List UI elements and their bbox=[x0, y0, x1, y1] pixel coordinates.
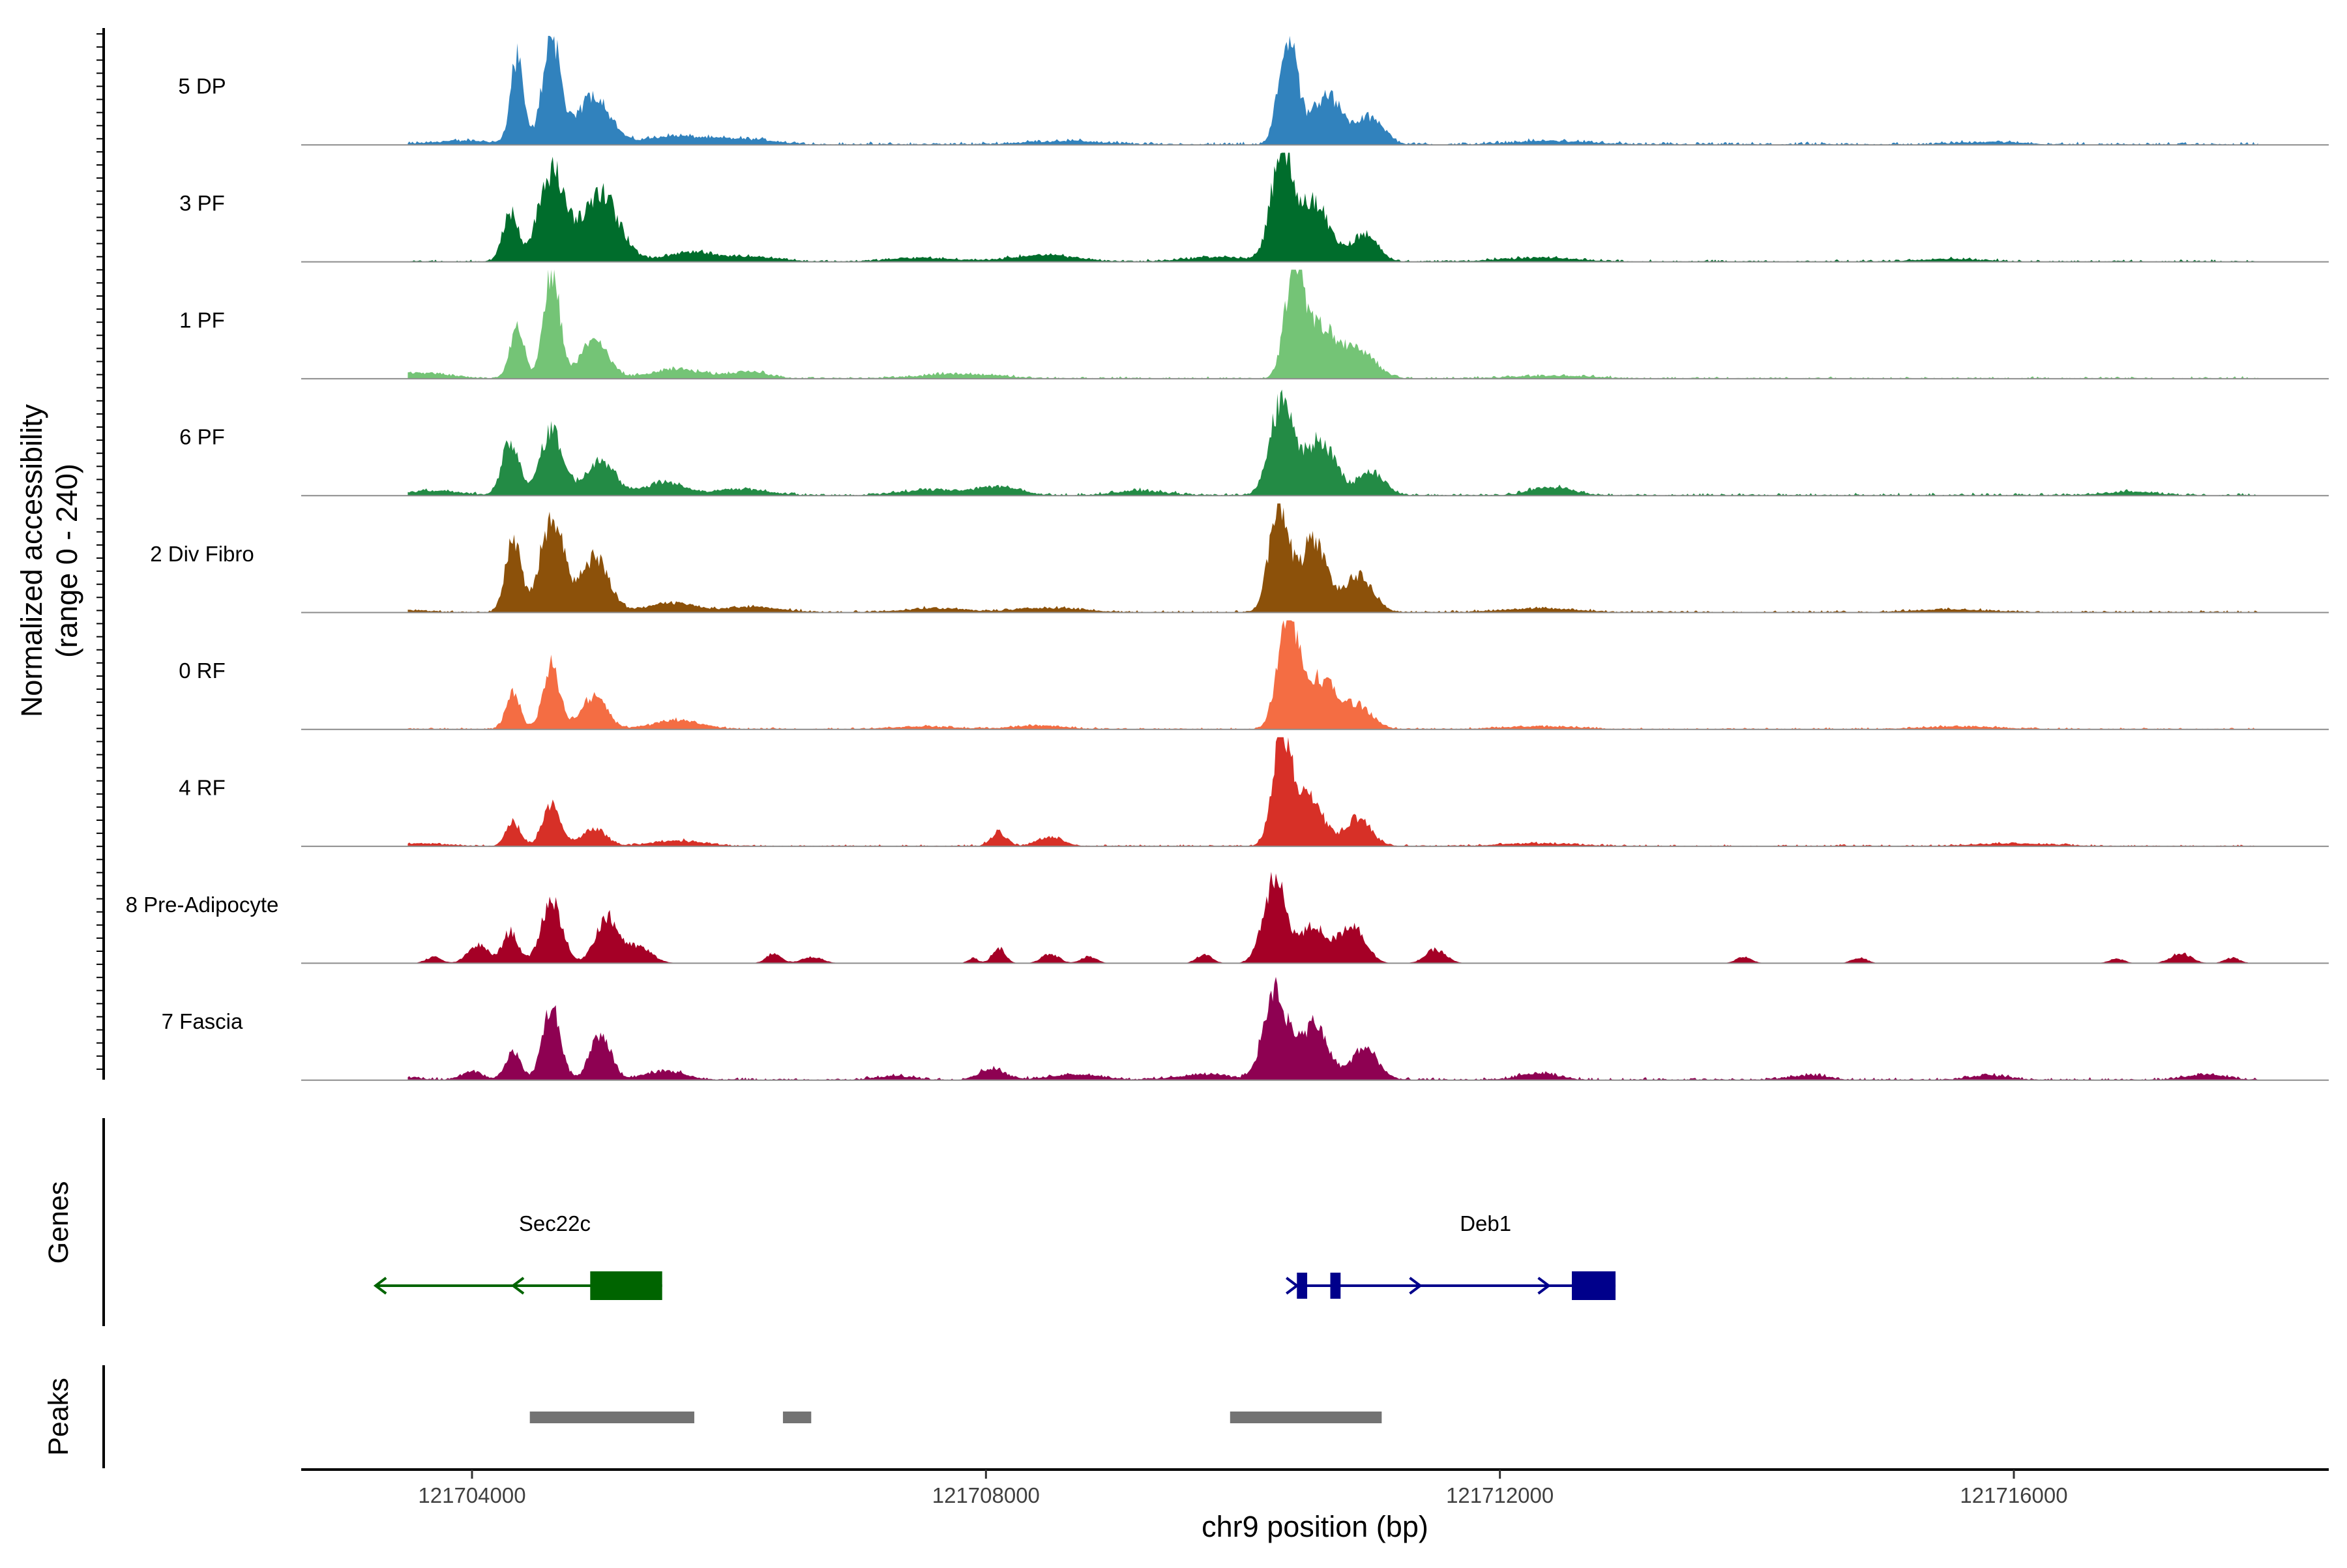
strand-arrow bbox=[1286, 1277, 1299, 1295]
coverage-area bbox=[407, 872, 2258, 964]
track-label: 0 RF bbox=[179, 658, 226, 683]
track-6-pf: 6 PF bbox=[179, 389, 2329, 497]
genes-panel-title: Genes bbox=[43, 1181, 74, 1264]
strand-arrow bbox=[1409, 1277, 1423, 1295]
coverage-area bbox=[407, 620, 2258, 730]
track-label: 4 RF bbox=[179, 775, 226, 799]
x-tick-label: 121716000 bbox=[1960, 1483, 2067, 1507]
coverage-y-ticks bbox=[96, 33, 104, 1070]
coverage-area bbox=[407, 269, 2258, 379]
track-label: 1 PF bbox=[179, 308, 225, 332]
coverage-area bbox=[407, 36, 2258, 145]
track-7-fascia: 7 Fascia bbox=[162, 977, 2329, 1081]
coverage-area bbox=[407, 153, 2258, 262]
coverage-area bbox=[407, 737, 2258, 847]
peak-regions bbox=[529, 1412, 1382, 1423]
peak-region bbox=[1230, 1412, 1382, 1423]
track-label: 3 PF bbox=[179, 191, 225, 215]
track-label: 6 PF bbox=[179, 425, 225, 449]
track-label: 8 Pre-Adipocyte bbox=[126, 893, 279, 917]
gene-deb1: Deb1 bbox=[1286, 1211, 1616, 1300]
gene-exon bbox=[590, 1271, 662, 1300]
x-tick-label: 121708000 bbox=[932, 1483, 1040, 1507]
track-8-pre-adipocyte: 8 Pre-Adipocyte bbox=[126, 872, 2329, 964]
peaks-panel-title: Peaks bbox=[43, 1378, 74, 1456]
x-tick-label: 121712000 bbox=[1446, 1483, 1554, 1507]
peak-region bbox=[529, 1412, 694, 1423]
track-label: 7 Fascia bbox=[162, 1009, 243, 1033]
strand-arrow bbox=[510, 1277, 525, 1295]
x-axis-ticks: 121704000 121708000 121712000 121716000 bbox=[418, 1470, 2068, 1507]
x-axis-title: chr9 position (bp) bbox=[1202, 1510, 1428, 1543]
gene-exon bbox=[1297, 1273, 1308, 1299]
peak-region bbox=[782, 1412, 812, 1423]
track-label: 2 Div Fibro bbox=[150, 542, 254, 566]
y-axis-title: Normalized accessibility bbox=[15, 404, 48, 717]
track-5-dp: 5 DP bbox=[178, 36, 2329, 146]
gene-exon bbox=[1330, 1273, 1341, 1299]
coverage-area bbox=[407, 389, 2258, 496]
y-axis-range-label: (range 0 - 240) bbox=[50, 464, 83, 658]
gene-sec22c: Sec22c bbox=[373, 1211, 662, 1300]
track-0-rf: 0 RF bbox=[179, 620, 2329, 730]
coverage-area bbox=[407, 977, 2258, 1080]
coverage-area bbox=[407, 503, 2258, 613]
strand-arrow bbox=[373, 1277, 387, 1295]
gene-annotations: Sec22c Deb1 bbox=[373, 1211, 1616, 1300]
x-tick-label: 121704000 bbox=[418, 1483, 525, 1507]
gene-label: Deb1 bbox=[1460, 1211, 1511, 1235]
track-label: 5 DP bbox=[178, 74, 226, 98]
strand-arrow bbox=[1537, 1277, 1551, 1295]
track-4-rf: 4 RF bbox=[179, 737, 2329, 848]
gene-label: Sec22c bbox=[519, 1211, 591, 1235]
track-2-div-fibro: 2 Div Fibro bbox=[150, 503, 2329, 614]
coverage-tracks: 5 DP 3 PF 1 PF 6 PF 2 Div Fibro 0 RF 4 RF 8 Pre… bbox=[126, 36, 2329, 1081]
gene-exon bbox=[1572, 1271, 1616, 1300]
track-3-pf: 3 PF bbox=[179, 153, 2329, 263]
track-1-pf: 1 PF bbox=[179, 269, 2329, 379]
